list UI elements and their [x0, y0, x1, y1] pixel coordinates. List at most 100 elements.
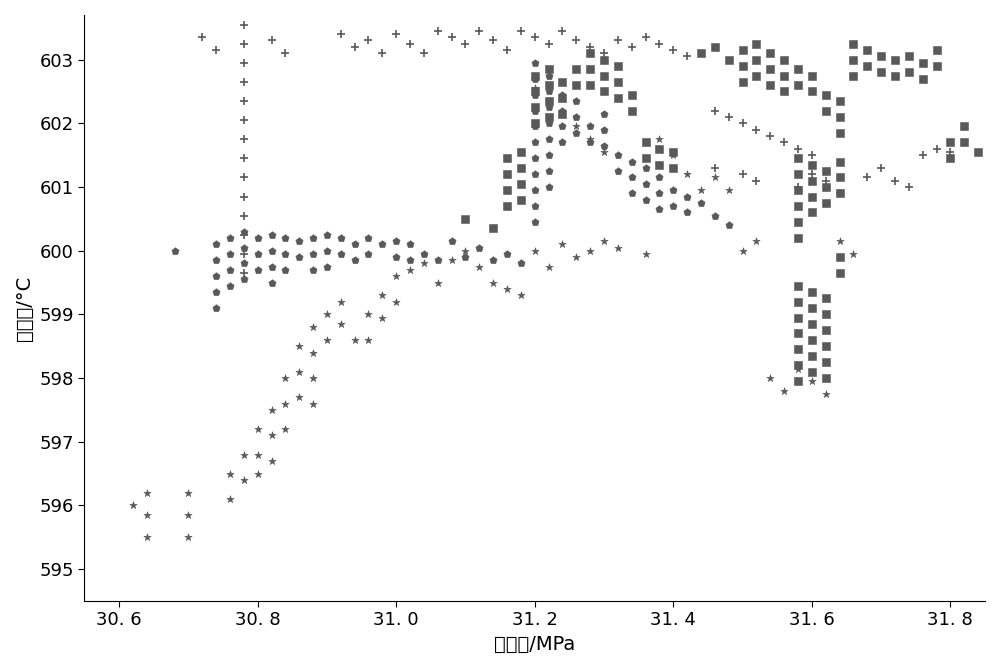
Point — [776, 385, 792, 396]
Point — [707, 163, 723, 173]
Point — [790, 169, 806, 179]
Point — [804, 376, 820, 387]
Point — [457, 252, 473, 262]
X-axis label: 主汽压/MPa: 主汽压/MPa — [494, 635, 575, 654]
Point — [818, 341, 834, 352]
Point — [804, 70, 820, 81]
Point — [541, 262, 557, 272]
Point — [333, 318, 349, 329]
Point — [277, 398, 293, 409]
Point — [236, 449, 252, 460]
Point — [915, 150, 931, 161]
Point — [651, 188, 667, 199]
Point — [250, 264, 266, 275]
Point — [845, 38, 861, 49]
Point — [388, 29, 404, 39]
Point — [651, 134, 667, 145]
Point — [541, 86, 557, 97]
Point — [236, 38, 252, 49]
Point — [679, 191, 695, 202]
Point — [832, 128, 848, 138]
Point — [333, 248, 349, 259]
Point — [651, 204, 667, 215]
Point — [956, 121, 972, 132]
Point — [596, 54, 612, 65]
Point — [887, 70, 903, 81]
Point — [208, 255, 224, 266]
Point — [333, 233, 349, 244]
Point — [347, 41, 363, 52]
Point — [721, 54, 737, 65]
Point — [804, 287, 820, 298]
Point — [638, 137, 654, 148]
Point — [139, 532, 155, 543]
Point — [832, 188, 848, 199]
Point — [236, 172, 252, 183]
Point — [735, 76, 751, 87]
Point — [250, 248, 266, 259]
Point — [721, 112, 737, 122]
Point — [790, 312, 806, 323]
Point — [610, 92, 626, 103]
Point — [554, 108, 570, 119]
Point — [527, 118, 543, 128]
Point — [818, 89, 834, 100]
Point — [582, 41, 598, 52]
Point — [305, 233, 321, 244]
Point — [513, 179, 529, 189]
Point — [222, 233, 238, 244]
Point — [374, 239, 390, 250]
Point — [388, 296, 404, 307]
Point — [319, 309, 335, 320]
Point — [762, 373, 778, 383]
Point — [416, 48, 432, 59]
Point — [638, 153, 654, 164]
Point — [596, 124, 612, 135]
Point — [735, 118, 751, 128]
Point — [236, 153, 252, 164]
Point — [541, 118, 557, 128]
Point — [707, 41, 723, 52]
Point — [319, 334, 335, 345]
Point — [499, 185, 515, 195]
Point — [804, 367, 820, 377]
Point — [444, 32, 460, 43]
Point — [568, 96, 584, 106]
Point — [541, 112, 557, 122]
Point — [554, 105, 570, 116]
Point — [554, 89, 570, 100]
Point — [527, 153, 543, 164]
Point — [790, 363, 806, 374]
Point — [748, 70, 764, 81]
Point — [942, 137, 958, 148]
Point — [541, 64, 557, 74]
Point — [790, 296, 806, 307]
Point — [790, 233, 806, 244]
Point — [541, 38, 557, 49]
Point — [818, 309, 834, 320]
Point — [236, 274, 252, 285]
Point — [471, 242, 487, 253]
Point — [568, 128, 584, 138]
Point — [444, 255, 460, 266]
Point — [832, 188, 848, 199]
Point — [887, 54, 903, 65]
Point — [527, 83, 543, 94]
Point — [319, 262, 335, 272]
Point — [264, 430, 280, 441]
Point — [651, 159, 667, 170]
Point — [568, 112, 584, 122]
Point — [568, 252, 584, 262]
Point — [582, 80, 598, 90]
Point — [915, 74, 931, 84]
Point — [596, 235, 612, 246]
Point — [790, 153, 806, 164]
Point — [513, 147, 529, 157]
Point — [305, 248, 321, 259]
Point — [208, 271, 224, 282]
Point — [790, 217, 806, 227]
Point — [790, 80, 806, 90]
Point — [956, 137, 972, 148]
Point — [513, 25, 529, 36]
Point — [818, 325, 834, 336]
